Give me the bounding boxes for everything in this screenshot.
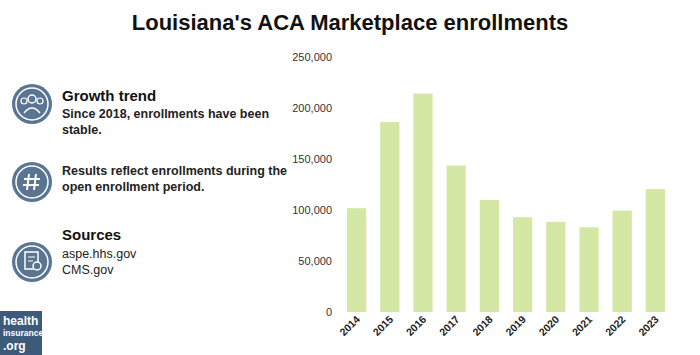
y-tick <box>337 261 339 262</box>
bar <box>613 211 632 312</box>
sidebar-text: Since 2018, enrollments have been <box>62 107 269 121</box>
x-tick-label: 2023 <box>636 313 661 338</box>
bar <box>546 222 565 312</box>
x-tick-label: 2022 <box>603 313 628 338</box>
x-tick-label: 2014 <box>337 313 362 338</box>
bars <box>347 94 665 312</box>
y-tick-label: 50,000 <box>298 255 332 267</box>
icon-part <box>37 98 43 104</box>
y-tick-label: 100,000 <box>292 204 332 216</box>
icon-part <box>23 174 40 190</box>
y-tick <box>337 210 339 211</box>
y-tick-label: 0 <box>326 306 332 318</box>
bar <box>447 166 466 312</box>
bar <box>513 217 532 312</box>
y-tick <box>337 57 339 58</box>
icon-circle <box>12 84 52 124</box>
logo-text: .org <box>3 339 26 353</box>
y-tick-label: 200,000 <box>292 102 332 114</box>
x-tick-label: 2019 <box>503 313 528 338</box>
sidebar-text: Results reflect enrollments during the <box>62 164 287 178</box>
y-tick <box>337 159 339 160</box>
x-tick-label: 2021 <box>569 313 594 338</box>
y-tick <box>337 108 339 109</box>
source-text: aspe.hhs.gov <box>62 247 137 261</box>
bar <box>347 208 366 312</box>
sidebar-text: stable. <box>62 123 102 137</box>
icon-circle <box>12 162 52 202</box>
bar <box>480 200 499 312</box>
sidebar-heading: Growth trend <box>62 87 156 104</box>
chart-root: Louisiana's ACA Marketplace enrollments G… <box>0 0 700 355</box>
icon-ring <box>16 166 48 198</box>
bar <box>380 122 399 312</box>
x-tick-label: 2020 <box>536 313 561 338</box>
y-tick <box>337 312 339 313</box>
bar <box>579 227 598 312</box>
icon-part <box>28 257 35 261</box>
icon-part <box>28 95 36 103</box>
icon-hash <box>12 162 52 202</box>
title: Louisiana's ACA Marketplace enrollments <box>132 10 568 35</box>
icon-part <box>21 98 27 104</box>
y-tick-label: 150,000 <box>292 153 332 165</box>
logo-text: insurance <box>3 328 43 338</box>
icon-people <box>12 84 52 124</box>
y-tick-label: 250,000 <box>292 51 332 63</box>
x-tick-label: 2015 <box>370 313 395 338</box>
source-text: CMS.gov <box>62 263 114 277</box>
icon-ring <box>16 246 48 278</box>
background <box>0 0 700 355</box>
icon-circle <box>12 242 52 282</box>
bar <box>413 94 432 312</box>
x-tick-label: 2016 <box>403 313 428 338</box>
x-tick-label: 2017 <box>437 313 462 338</box>
sidebar-text: open enrollment period. <box>62 180 204 194</box>
x-tick-label: 2018 <box>470 313 495 338</box>
icon-ring <box>16 88 48 120</box>
icon-part <box>33 262 41 270</box>
logo-text: health <box>3 314 38 328</box>
icon-part <box>24 108 40 113</box>
logo: healthinsurance.org <box>0 311 43 355</box>
bar <box>646 189 665 312</box>
sidebar-heading: Sources <box>62 226 121 243</box>
icon-document <box>12 242 52 282</box>
